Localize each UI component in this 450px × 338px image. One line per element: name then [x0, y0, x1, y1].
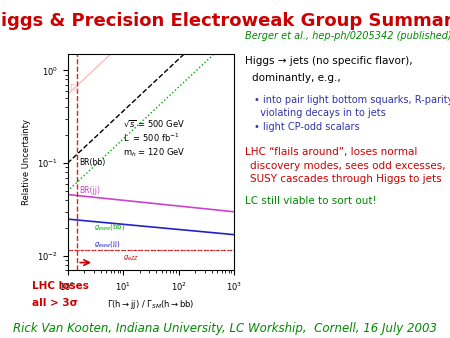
Text: all > 3σ: all > 3σ [32, 298, 77, 308]
Text: violating decays in to jets: violating decays in to jets [254, 108, 386, 118]
X-axis label: $\Gamma$(h$\rightarrow$jj) / $\Gamma_{SM}$(h$\rightarrow$bb): $\Gamma$(h$\rightarrow$jj) / $\Gamma_{SM… [107, 298, 194, 311]
Text: Berger et al., hep-ph/0205342 (published): Berger et al., hep-ph/0205342 (published… [245, 31, 450, 41]
Text: LC still viable to sort out!: LC still viable to sort out! [245, 196, 377, 206]
Text: Higgs → jets (no specific flavor),: Higgs → jets (no specific flavor), [245, 56, 413, 66]
Text: • light CP-odd scalars: • light CP-odd scalars [254, 122, 360, 132]
Text: $g_{eww}$(jj): $g_{eww}$(jj) [94, 239, 121, 249]
Text: Higgs & Precision Electroweak Group Summary: Higgs & Precision Electroweak Group Summ… [0, 12, 450, 30]
Text: $g_{eZZ}$: $g_{eZZ}$ [123, 254, 139, 263]
Text: $\Gamma_h$: $\Gamma_h$ [69, 82, 79, 95]
Text: LHC loses: LHC loses [32, 281, 88, 291]
Text: discovery modes, sees odd excesses,: discovery modes, sees odd excesses, [250, 161, 446, 171]
Text: BR(jj): BR(jj) [79, 186, 100, 195]
Text: • into pair light bottom squarks, R-parity: • into pair light bottom squarks, R-pari… [254, 95, 450, 105]
Text: $g_{eww}$(bb): $g_{eww}$(bb) [94, 222, 126, 232]
Text: LHC “flails around”, loses normal: LHC “flails around”, loses normal [245, 147, 418, 157]
Y-axis label: Relative Uncertainty: Relative Uncertainty [22, 119, 32, 205]
Text: dominantly, e.g.,: dominantly, e.g., [252, 73, 341, 83]
Text: SUSY cascades through Higgs to jets: SUSY cascades through Higgs to jets [250, 174, 441, 184]
Text: Rick Van Kooten, Indiana University, LC Workship,  Cornell, 16 July 2003: Rick Van Kooten, Indiana University, LC … [13, 322, 437, 335]
Text: $\sqrt{s}$ = 500 GeV
L  = 500 fb$^{-1}$
m$_h$ = 120 GeV: $\sqrt{s}$ = 500 GeV L = 500 fb$^{-1}$ m… [123, 119, 185, 159]
Text: BR(bb): BR(bb) [79, 158, 105, 167]
